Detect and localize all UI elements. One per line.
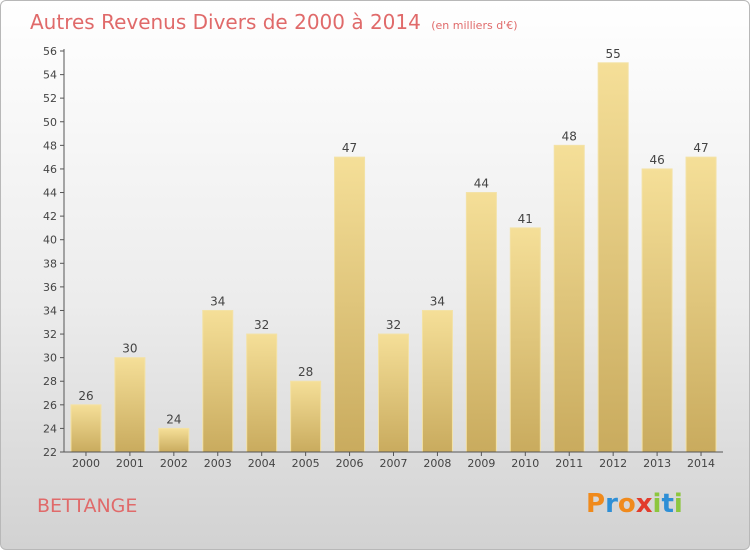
- y-tick-label: 48: [43, 139, 57, 152]
- logo-letter: P: [586, 489, 606, 519]
- logo-letter: o: [617, 489, 636, 519]
- x-tick-label-2011: 2011: [555, 457, 583, 470]
- data-label-2005: 28: [298, 365, 313, 379]
- bar-2002: [158, 427, 190, 453]
- y-tick-label: 24: [43, 422, 57, 435]
- logo-letter: x: [635, 489, 653, 519]
- x-tick-label-2002: 2002: [160, 457, 188, 470]
- x-tick-label-2000: 2000: [72, 457, 100, 470]
- data-label-2003: 34: [210, 294, 225, 308]
- bars: 26 30 24 34 32 28 47 32 34 44 41 48 55 46 47: [70, 47, 717, 453]
- data-label-2004: 32: [254, 318, 269, 332]
- x-tick-label-2007: 2007: [380, 457, 408, 470]
- y-tick-label: 50: [43, 116, 57, 129]
- data-label-2007: 32: [386, 318, 401, 332]
- y-tick-label: 28: [43, 375, 57, 388]
- x-tick-label-2006: 2006: [336, 457, 364, 470]
- data-label-2010: 41: [518, 212, 533, 226]
- y-tick-label: 54: [43, 69, 57, 82]
- x-tick-label-2008: 2008: [423, 457, 451, 470]
- bar-2012: [597, 62, 629, 453]
- chart-subtitle: (en milliers d'€): [431, 19, 518, 32]
- logo-letter: r: [605, 489, 618, 519]
- data-label-2006: 47: [342, 141, 357, 155]
- data-label-2000: 26: [78, 389, 93, 403]
- x-tick-label-2001: 2001: [116, 457, 144, 470]
- y-tick-label: 32: [43, 328, 57, 341]
- x-tick-label-2013: 2013: [643, 457, 671, 470]
- y-tick-label: 22: [43, 446, 57, 459]
- y-tick-label: 40: [43, 234, 57, 247]
- bar-2004: [246, 333, 278, 453]
- x-tick-label-2012: 2012: [599, 457, 627, 470]
- y-tick-label: 34: [43, 304, 57, 317]
- y-tick-label: 46: [43, 163, 57, 176]
- y-tick-label: 52: [43, 92, 57, 105]
- x-tick-label-2005: 2005: [292, 457, 320, 470]
- bar-2009: [465, 192, 497, 453]
- data-label-2011: 48: [562, 129, 577, 143]
- x-axis: 2000 2001 2002 2003 2004 2005 2006 2007 2008 2009…: [64, 451, 723, 470]
- data-label-2014: 47: [693, 141, 708, 155]
- data-label-2009: 44: [474, 177, 489, 191]
- x-tick-label-2014: 2014: [687, 457, 715, 470]
- bar-2005: [290, 380, 322, 453]
- y-tick-label: 42: [43, 210, 57, 223]
- x-tick-label-2010: 2010: [511, 457, 539, 470]
- bar-2000: [70, 404, 102, 453]
- data-label-2008: 34: [430, 294, 445, 308]
- bar-2006: [334, 156, 366, 453]
- y-tick-label: 36: [43, 281, 57, 294]
- chart-title-block: Autres Revenus Divers de 2000 à 2014 (en…: [30, 10, 518, 34]
- bar-2011: [553, 144, 585, 453]
- data-label-2002: 24: [166, 412, 181, 426]
- bar-2013: [641, 168, 673, 453]
- x-tick-label-2009: 2009: [467, 457, 495, 470]
- y-tick-label: 30: [43, 352, 57, 365]
- logo-letter: i: [673, 489, 683, 519]
- x-tick-label-2004: 2004: [248, 457, 276, 470]
- place-name: BETTANGE: [37, 495, 138, 517]
- chart-title: Autres Revenus Divers de 2000 à 2014: [30, 10, 421, 34]
- bar-2001: [114, 357, 146, 453]
- logo-letter: t: [661, 489, 674, 519]
- logo-letter: i: [652, 489, 662, 519]
- y-tick-label: 38: [43, 257, 57, 270]
- y-tick-label: 26: [43, 399, 57, 412]
- proxiti-logo: Proxiti: [586, 489, 683, 519]
- bar-2014: [685, 156, 717, 453]
- data-label-2012: 55: [606, 47, 621, 61]
- data-label-2001: 30: [122, 342, 137, 356]
- data-label-2013: 46: [649, 153, 664, 167]
- bar-2010: [509, 227, 541, 453]
- x-tick-label-2003: 2003: [204, 457, 232, 470]
- y-tick-label: 44: [43, 187, 57, 200]
- bar-2008: [421, 309, 453, 453]
- y-tick-label: 56: [43, 45, 57, 58]
- bar-2007: [378, 333, 409, 453]
- bar-2003: [202, 309, 234, 453]
- y-axis: 22 24 26 28 30 32 34 36 38 40 42 44 46 48 50 52 54 56: [43, 45, 65, 459]
